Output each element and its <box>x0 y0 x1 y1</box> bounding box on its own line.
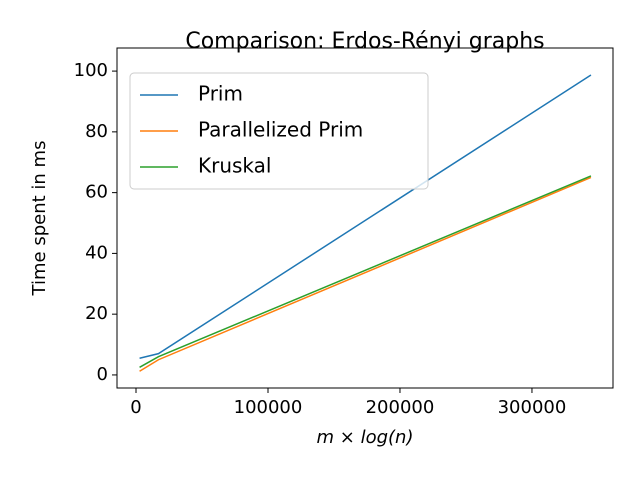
y-tick-label: 20 <box>85 303 108 324</box>
x-tick-label: 100000 <box>234 397 303 418</box>
x-axis-label: m × log(n) <box>317 427 414 448</box>
y-tick-label: 60 <box>85 182 108 203</box>
chart-title: Comparison: Erdos-Rényi graphs <box>185 29 544 54</box>
x-tick-label: 0 <box>130 397 141 418</box>
legend-box <box>129 72 429 190</box>
legend-label: Prim <box>198 82 243 106</box>
y-tick-label: 40 <box>85 242 108 263</box>
legend-label: Parallelized Prim <box>198 118 363 142</box>
line <box>139 74 592 359</box>
y-axis-label: Time spent in ms <box>29 141 50 297</box>
plot-frame <box>116 47 614 389</box>
y-tick-label: 0 <box>97 364 108 385</box>
y-tick-label: 100 <box>74 60 108 81</box>
line <box>139 176 592 372</box>
x-tick-label: 200000 <box>366 397 435 418</box>
y-tick-label: 80 <box>85 121 108 142</box>
legend-label: Kruskal <box>198 154 271 178</box>
line <box>139 175 592 368</box>
x-tick-label: 300000 <box>498 397 567 418</box>
